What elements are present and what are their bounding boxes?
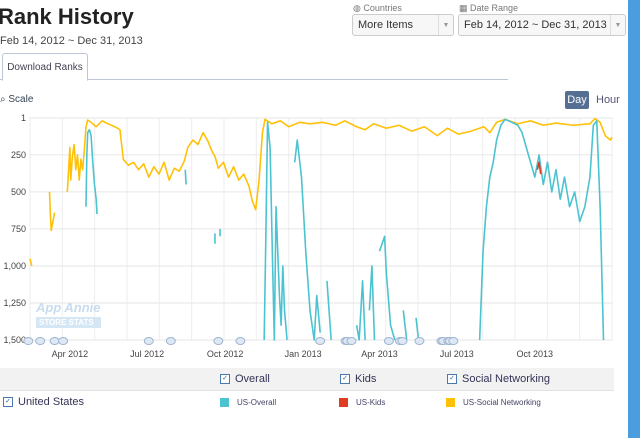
chevron-down-icon: ▼ xyxy=(438,15,453,35)
series-line-us-social-networking xyxy=(48,191,56,232)
scale-label: Scale xyxy=(8,94,34,105)
legend-label-kids: US-Kids xyxy=(356,398,386,407)
checkbox-icon: ✓ xyxy=(340,374,350,384)
checkbox-label: Overall xyxy=(235,373,270,385)
x-tick-label: Jul 2013 xyxy=(440,349,474,359)
y-tick-label: 1,250 xyxy=(3,298,26,308)
day-button[interactable]: Day xyxy=(565,91,589,109)
annotation-bubble-icon[interactable] xyxy=(315,337,326,345)
watermark-line2: STORE STATS xyxy=(36,317,101,328)
checkbox-label: United States xyxy=(18,396,85,408)
calendar-icon: ▦ xyxy=(459,3,471,13)
legend-label-overall: US-Overall xyxy=(237,398,277,407)
series-line-us-overall xyxy=(85,128,98,215)
series-line-us-kids xyxy=(536,161,542,175)
x-tick-label: Jul 2012 xyxy=(130,349,164,359)
chevron-down-icon: ▼ xyxy=(610,15,625,35)
zoom-icon: ⌕ xyxy=(0,94,9,105)
legend-swatch-kids xyxy=(339,398,348,407)
annotation-bubble-icon[interactable] xyxy=(397,337,408,345)
checkbox-united-states[interactable]: ✓ United States xyxy=(3,396,84,408)
checkbox-social-networking[interactable]: ✓ Social Networking xyxy=(447,373,550,385)
x-tick-label: Oct 2013 xyxy=(517,349,554,359)
series-line-us-social-networking xyxy=(66,117,613,211)
x-tick-label: Oct 2012 xyxy=(207,349,244,359)
tab-divider xyxy=(0,79,508,80)
series-line-us-overall xyxy=(184,169,187,185)
annotation-bubble-icon[interactable] xyxy=(143,337,154,345)
globe-icon: ◍ xyxy=(353,3,364,13)
date-range-label: ▦ Date Range xyxy=(459,3,518,14)
checkbox-icon: ✓ xyxy=(447,374,457,384)
series-line-us-overall xyxy=(402,310,408,341)
series-line-us-overall xyxy=(478,118,605,341)
x-tick-label: Apr 2012 xyxy=(52,349,89,359)
series-line-us-overall xyxy=(263,121,288,341)
y-tick-label: 1,000 xyxy=(3,261,26,271)
legend-header xyxy=(0,368,614,391)
legend-swatch-social xyxy=(446,398,455,407)
y-tick-label: 250 xyxy=(11,150,26,160)
series-line-us-overall xyxy=(355,279,366,341)
series-line-us-overall xyxy=(368,265,376,341)
series-line-us-overall xyxy=(293,139,321,341)
annotation-bubble-icon[interactable] xyxy=(383,337,394,345)
annotation-bubble-icon[interactable] xyxy=(213,337,224,345)
annotation-bubble-icon[interactable] xyxy=(23,337,34,345)
annotation-bubble-icon[interactable] xyxy=(448,337,459,345)
window-edge xyxy=(628,0,640,438)
date-range-select[interactable]: Feb 14, 2012 ~ Dec 31, 2013 ▼ xyxy=(458,14,626,36)
annotation-bubble-icon[interactable] xyxy=(35,337,46,345)
legend-swatch-overall xyxy=(220,398,229,407)
countries-label: ◍ Countries xyxy=(353,3,402,14)
watermark: App Annie STORE STATS xyxy=(36,300,101,328)
date-range-value: Feb 14, 2012 ~ Dec 31, 2013 xyxy=(464,19,607,31)
series-line-us-overall xyxy=(415,317,420,341)
x-tick-label: Jan 2013 xyxy=(285,349,322,359)
y-tick-label: 1 xyxy=(21,113,26,123)
y-tick-label: 750 xyxy=(11,224,26,234)
checkbox-overall[interactable]: ✓ Overall xyxy=(220,373,270,385)
date-range-subtitle: Feb 14, 2012 ~ Dec 31, 2013 xyxy=(0,35,143,47)
checkbox-icon: ✓ xyxy=(3,397,13,407)
hour-button[interactable]: Hour xyxy=(596,94,620,106)
scale-button[interactable]: ⌕ Scale xyxy=(0,94,33,105)
annotation-bubble-icon[interactable] xyxy=(235,337,246,345)
page-title: Rank History xyxy=(0,4,134,29)
countries-label-text: Countries xyxy=(363,3,402,13)
countries-select[interactable]: More Items ▼ xyxy=(352,14,454,36)
annotation-bubble-icon[interactable] xyxy=(346,337,357,345)
checkbox-icon: ✓ xyxy=(220,374,230,384)
series-line-us-overall xyxy=(326,280,332,341)
y-tick-label: 1,500 xyxy=(3,335,26,345)
annotation-bubble-icon[interactable] xyxy=(49,337,60,345)
y-tick-label: 500 xyxy=(11,187,26,197)
rank-chart: 1 250 500 750 1,000 1,250 1,500 Apr 2012 Jul 201… xyxy=(3,113,613,359)
checkbox-kids[interactable]: ✓ Kids xyxy=(340,373,376,385)
x-tick-label: Apr 2013 xyxy=(361,349,398,359)
checkbox-label: Kids xyxy=(355,373,377,385)
annotation-bubble-icon[interactable] xyxy=(414,337,425,345)
series-line-us-overall xyxy=(378,235,396,341)
series-line-us-social-networking xyxy=(29,258,33,267)
tab-download-ranks[interactable]: Download Ranks xyxy=(2,53,88,81)
date-range-label-text: Date Range xyxy=(470,3,519,13)
annotation-bubble-icon[interactable] xyxy=(165,337,176,345)
legend-label-social: US-Social Networking xyxy=(463,398,541,407)
annotation-bubble-icon[interactable] xyxy=(58,337,69,345)
checkbox-label: Social Networking xyxy=(462,373,551,385)
countries-value: More Items xyxy=(358,19,414,31)
watermark-line1: App Annie xyxy=(36,300,101,315)
